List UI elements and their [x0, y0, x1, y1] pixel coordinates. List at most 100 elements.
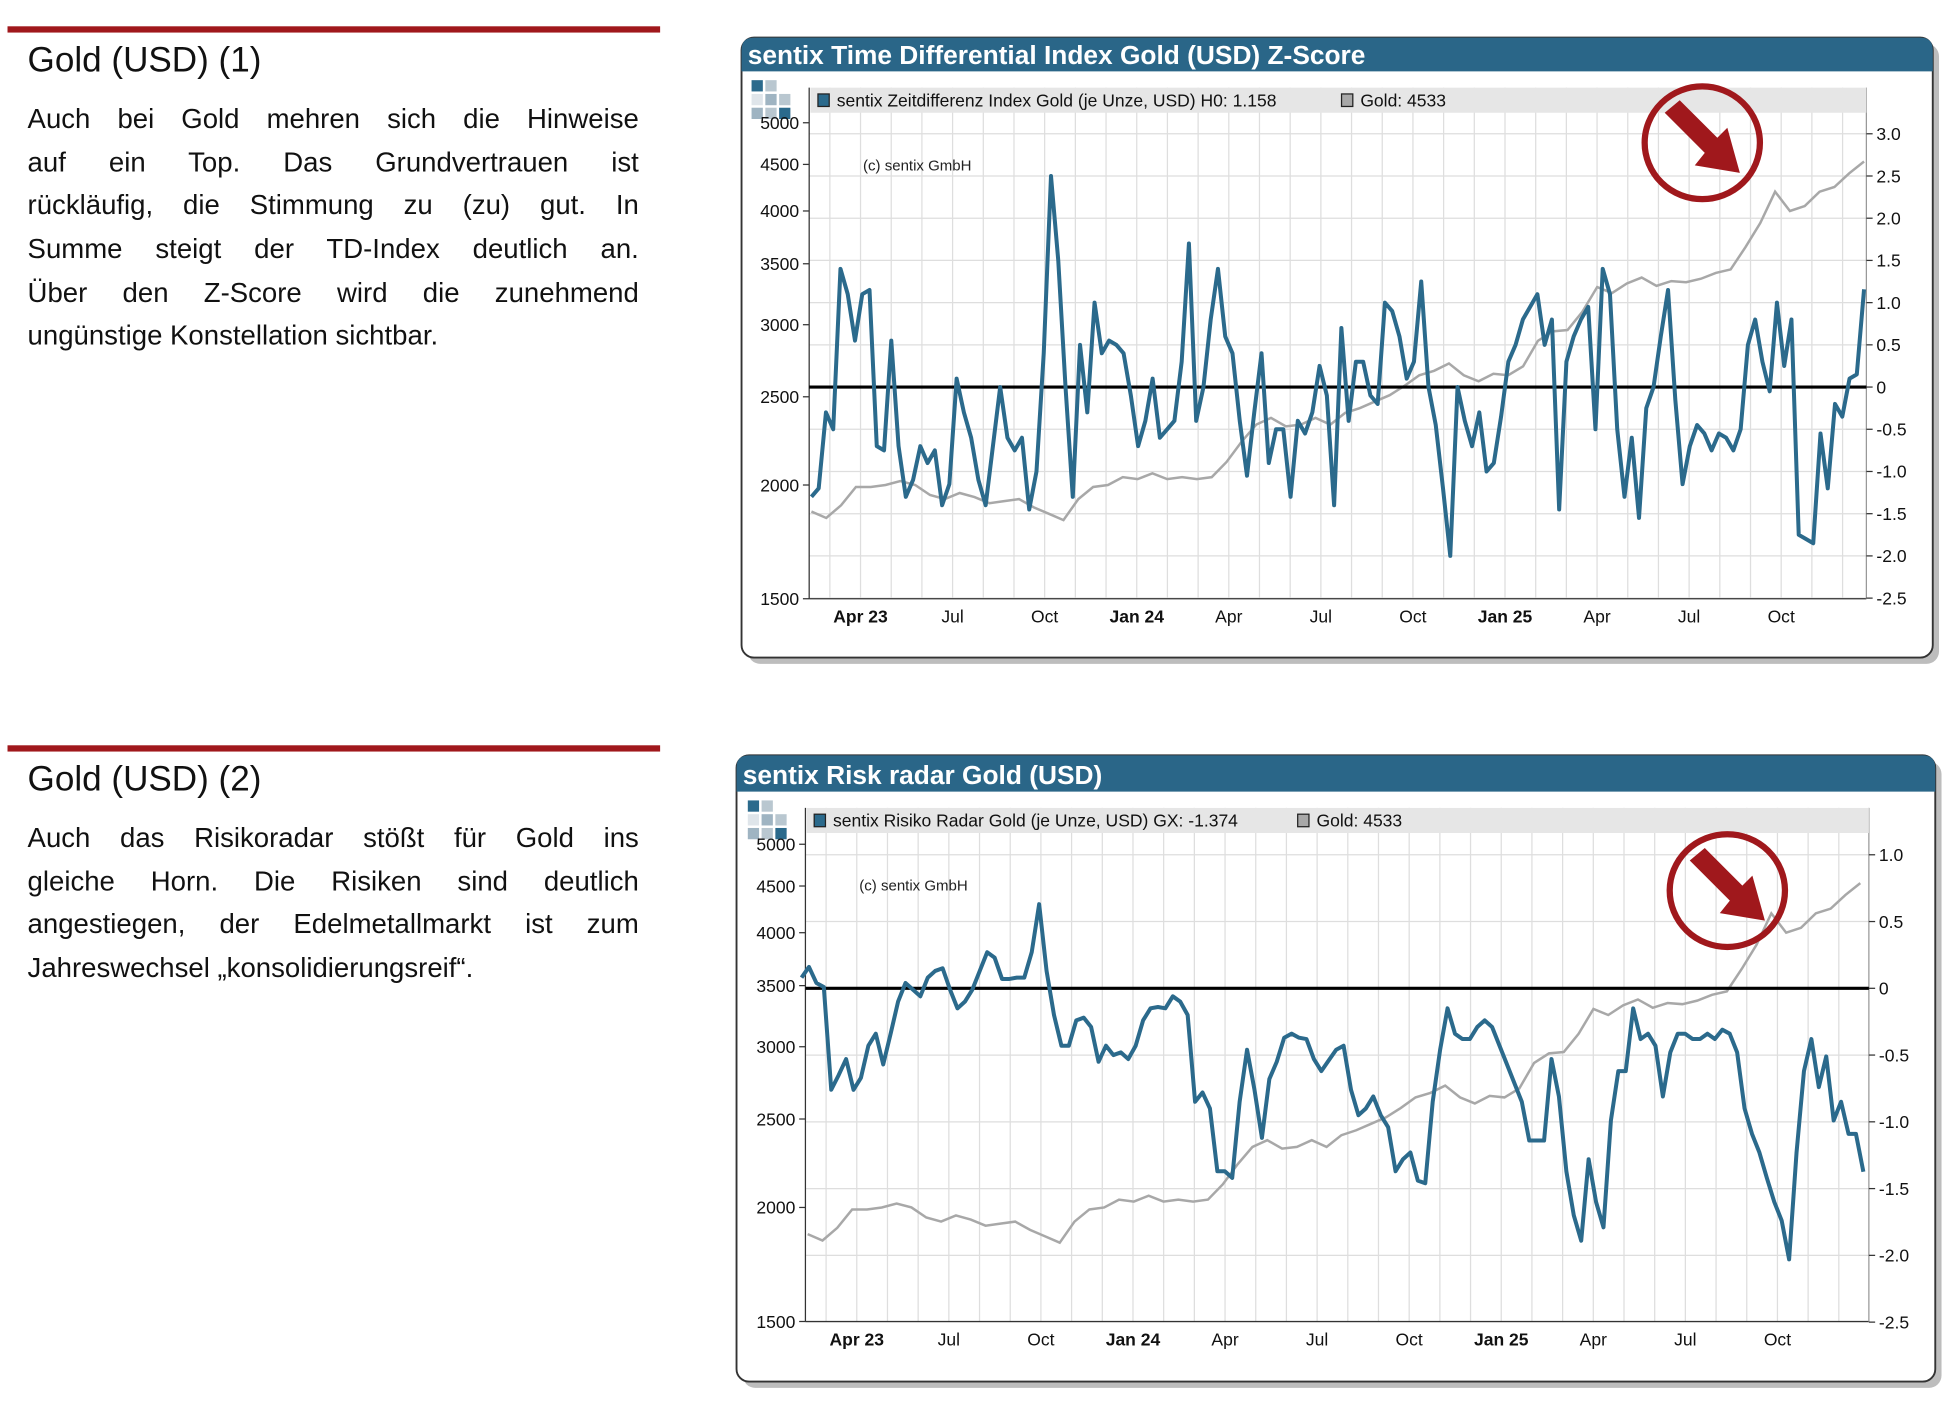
x-axis-label: Jul — [1674, 1329, 1696, 1349]
left-axis-label: 2000 — [760, 475, 799, 495]
x-axis-label: Jul — [941, 607, 963, 627]
chart-title: sentix Risk radar Gold (USD) — [743, 760, 1102, 790]
x-axis-label: Jul — [1678, 607, 1700, 627]
section-rule — [7, 745, 661, 752]
x-axis-label: Jul — [938, 1329, 960, 1349]
x-axis-label: Apr 23 — [833, 607, 888, 627]
copyright-label: (c) sentix GmbH — [863, 157, 971, 174]
chart-2: sentix Risk radar Gold (USD) 5000 4500 4000… — [735, 754, 1942, 1388]
right-axis-label: 1.0 — [1876, 293, 1901, 313]
gold-price-line — [807, 882, 1862, 1245]
left-axis-label: 2000 — [756, 1198, 795, 1218]
section-gold-1: Gold (USD) (1) Auch bei Gold mehren sich… — [7, 26, 661, 359]
legend-swatch — [817, 93, 830, 108]
left-axis-label: 3500 — [760, 254, 799, 274]
right-axis-label: 0.5 — [1879, 912, 1903, 932]
right-axis-label: 0 — [1876, 377, 1886, 397]
right-axis-label: -1.0 — [1879, 1112, 1909, 1132]
right-axis-label: -0.5 — [1879, 1045, 1909, 1065]
right-axis-label: -1.5 — [1876, 504, 1906, 524]
right-axis-label: -1.0 — [1876, 462, 1906, 482]
right-axis-label: 2.5 — [1876, 166, 1900, 186]
section-rule — [7, 26, 661, 33]
text-line: Auch bei Gold mehren sich die Hinweise — [27, 102, 639, 135]
copyright-label: (c) sentix GmbH — [859, 878, 967, 895]
x-axis-label: Jan 25 — [1478, 607, 1533, 627]
x-axis-label: Jan 24 — [1106, 1329, 1161, 1349]
section-title: Gold (USD) (1) — [27, 40, 262, 79]
x-axis-label: Apr — [1583, 607, 1610, 627]
legend-label: Gold: 4533 — [1316, 811, 1402, 831]
left-axis-label: 4500 — [756, 876, 795, 896]
x-axis-label: Jan 25 — [1474, 1329, 1529, 1349]
x-axis-label: Oct — [1027, 1329, 1054, 1349]
logo-square — [765, 80, 777, 92]
logo-square — [751, 107, 763, 119]
x-axis-label: Oct — [1768, 607, 1795, 627]
x-axis-label: Apr 23 — [830, 1329, 885, 1349]
x-axis-label: Apr — [1215, 607, 1242, 627]
sentix-logo — [747, 800, 787, 840]
legend-swatch — [1297, 813, 1310, 828]
left-axis-label: 4000 — [760, 201, 799, 221]
logo-square — [779, 93, 791, 106]
logo-square — [761, 827, 773, 840]
right-axis-label: 2.0 — [1876, 208, 1901, 228]
chart-frame — [735, 754, 1937, 1383]
right-axis-label: -2.5 — [1879, 1312, 1909, 1332]
logo-square — [761, 800, 773, 812]
logo-square — [779, 107, 791, 119]
text-line: auf ein Top. Das Grundvertrauen ist — [27, 146, 639, 178]
text-line: angestiegen, der Edelmetallmarkt ist zum — [27, 908, 639, 940]
chart-header — [736, 755, 1936, 792]
right-axis-label: -1.5 — [1879, 1179, 1909, 1199]
section-text: Auch das Risikoradar stößt für Gold ins … — [28, 817, 639, 991]
text-line: rückläufig, die Stimmung zu (zu) gut. In — [27, 189, 639, 221]
left-axis-label: 3000 — [760, 315, 799, 335]
legend-swatch — [1340, 93, 1354, 108]
right-axis-label: -0.5 — [1876, 420, 1906, 440]
right-axis-label: -2.0 — [1876, 546, 1906, 566]
left-axis-label: 4000 — [756, 923, 795, 943]
legend-band — [810, 87, 1867, 113]
chart-frame — [740, 36, 1934, 659]
x-axis-label: Oct — [1031, 607, 1058, 627]
logo-square — [775, 827, 787, 840]
arrow-down-right-icon — [1664, 100, 1740, 173]
logo-square — [751, 93, 763, 106]
right-axis-label: -2.5 — [1876, 588, 1906, 608]
text-line: Summe steigt der TD-Index deutlich an. — [27, 233, 639, 265]
text-line: gleiche Horn. Die Risiken sind deutlich — [27, 865, 639, 897]
legend-swatch — [813, 813, 827, 828]
right-axis-label: 1.0 — [1879, 845, 1904, 865]
section-gold-2: Gold (USD) (2) Auch das Risikoradar stöß… — [7, 745, 661, 991]
text-line: ungünstige Konstellation sichtbar. — [27, 319, 439, 352]
right-axis-label: 0.5 — [1876, 335, 1900, 355]
highlight-circle — [1666, 831, 1789, 951]
text-line: Über den Z-Score wird die zunehmend — [27, 276, 639, 308]
chart-1: sentix Time Differential Index Gold (USD… — [740, 36, 1940, 664]
x-axis-label: Oct — [1399, 607, 1426, 627]
right-axis-label: 3.0 — [1876, 124, 1901, 144]
logo-square — [751, 80, 763, 92]
arrow-down-right-icon — [1689, 848, 1765, 921]
x-axis-label: Jul — [1306, 1329, 1328, 1349]
logo-square — [747, 800, 760, 812]
section-text: Auch bei Gold mehren sich die Hinweise a… — [28, 98, 639, 359]
left-axis-label: 3500 — [756, 976, 795, 996]
text-line: Jahreswechsel „konsolidierungsreif“. — [27, 952, 474, 984]
right-axis-label: 0 — [1879, 979, 1889, 999]
right-axis-label: -2.0 — [1879, 1246, 1909, 1266]
logo-square — [775, 814, 787, 826]
left-axis-label: 4500 — [760, 155, 799, 175]
left-axis-label: 5000 — [756, 835, 795, 855]
section-title: Gold (USD) (2) — [27, 759, 262, 798]
legend-band — [806, 807, 1869, 833]
x-axis-label: Jul — [1310, 607, 1332, 627]
index-line — [809, 173, 1867, 558]
x-axis-label: Apr — [1580, 1329, 1607, 1349]
logo-square — [761, 814, 773, 826]
highlight-circle — [1641, 83, 1764, 203]
